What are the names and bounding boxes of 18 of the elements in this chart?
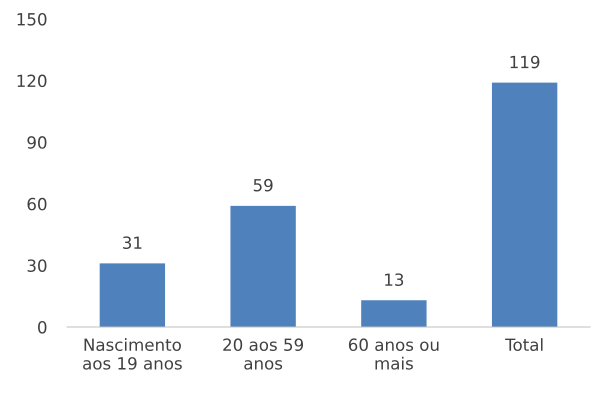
data-label: 119 bbox=[510, 56, 540, 68]
y-tick-label: 0 bbox=[38, 320, 46, 334]
bar bbox=[492, 82, 558, 327]
data-label: 59 bbox=[254, 178, 273, 192]
y-tick-label: 150 bbox=[18, 12, 46, 26]
bar bbox=[100, 263, 166, 327]
y-tick-label: 60 bbox=[28, 198, 46, 210]
bar bbox=[361, 300, 427, 327]
y-tick-label: 90 bbox=[27, 136, 46, 149]
x-tick-label: Total bbox=[505, 338, 543, 352]
x-tick-label: Nascimento aos 19 anos bbox=[83, 338, 182, 370]
y-tick-label: 120 bbox=[18, 74, 46, 88]
data-label: 13 bbox=[385, 273, 404, 286]
y-tick-label: 30 bbox=[28, 259, 46, 272]
bar bbox=[230, 206, 296, 327]
x-tick-label: 60 anos ou mais bbox=[348, 338, 438, 370]
x-tick-label: 20 aos 59 anos bbox=[223, 338, 304, 370]
data-label: 31 bbox=[123, 236, 142, 250]
